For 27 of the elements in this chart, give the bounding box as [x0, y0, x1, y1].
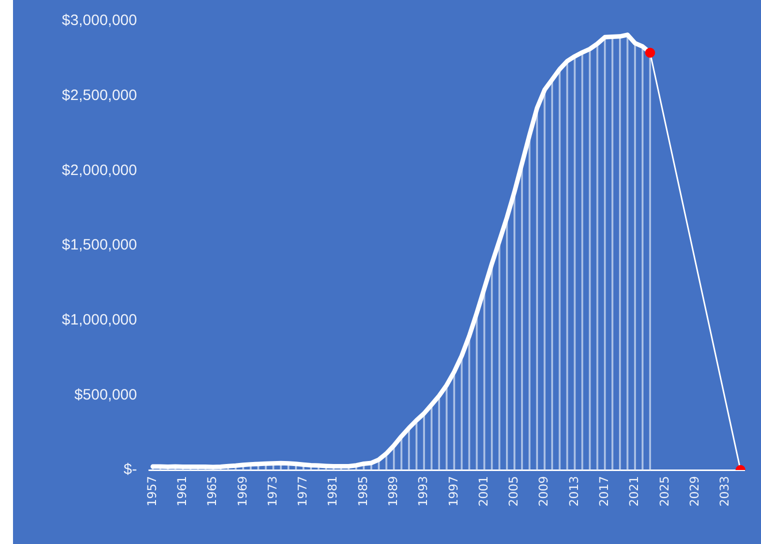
x-tick-label: 2013: [566, 476, 581, 507]
x-tick-label: 1965: [205, 476, 220, 507]
x-tick-label: 2001: [476, 476, 490, 507]
x-tick-label: 2009: [536, 476, 551, 507]
x-tick-label: 2029: [687, 476, 702, 507]
x-tick-label: 1997: [446, 476, 460, 507]
x-tick-label: 1981: [326, 476, 340, 507]
x-tick-label: 2005: [506, 476, 521, 507]
x-tick-label: 1969: [235, 476, 250, 507]
x-tick-label: 1989: [386, 476, 400, 507]
x-tick-label: 1993: [416, 476, 430, 507]
y-tick-label: $-: [124, 461, 137, 478]
x-tick-label: 1977: [296, 476, 310, 507]
x-tick-label: 1985: [356, 476, 370, 507]
y-tick-label: $1,000,000: [62, 311, 137, 328]
x-tick-label: 2021: [627, 476, 642, 507]
y-tick-label: $500,000: [74, 386, 137, 404]
x-tick-label: 1973: [265, 476, 280, 507]
y-tick-label: $3,000,000: [62, 12, 137, 30]
y-tick-label: $2,500,000: [62, 86, 137, 104]
x-tick-label: 1957: [144, 476, 159, 507]
x-tick-label: 2017: [597, 476, 612, 507]
x-tick-label: 2033: [718, 476, 732, 507]
y-tick-label: $1,500,000: [62, 236, 137, 254]
y-tick-label: $2,000,000: [62, 162, 137, 179]
x-tick-label: 1961: [175, 476, 190, 507]
x-tick-label: 2025: [657, 476, 672, 507]
